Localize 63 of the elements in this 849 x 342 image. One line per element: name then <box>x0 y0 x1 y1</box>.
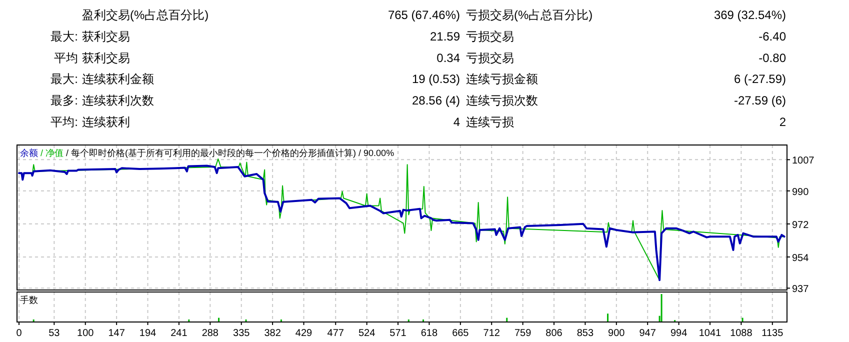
x-tick-label: 900 <box>608 328 626 339</box>
text: 0.34 <box>436 50 460 65</box>
text: 21.59 <box>430 29 460 44</box>
text: 6 (-27.59) <box>734 72 786 86</box>
text: -27.59 (6) <box>734 94 786 108</box>
x-tick-label: 1088 <box>730 328 753 339</box>
x-tick-label: 947 <box>639 328 656 339</box>
x-tick-label: 806 <box>546 328 563 339</box>
text: 4 <box>453 115 460 129</box>
x-tick-label: 335 <box>233 328 250 339</box>
text: 连续获利金额 <box>82 72 154 86</box>
x-tick-label: 382 <box>264 328 282 339</box>
x-tick-label: 994 <box>670 328 688 339</box>
x-tick-label: 571 <box>390 328 407 339</box>
series-label: / 净值 <box>40 148 64 158</box>
y-tick-label: 954 <box>792 252 810 264</box>
y-tick-label: 990 <box>792 186 810 198</box>
y-tick-label: 1007 <box>792 156 815 167</box>
x-tick-label: 712 <box>483 328 500 339</box>
x-tick-label: 147 <box>108 328 126 339</box>
text: 28.56 (4) <box>412 94 460 108</box>
x-tick-label: 429 <box>295 328 313 339</box>
text: 连续亏损次数 <box>466 94 538 108</box>
text: 连续获利 <box>82 115 130 129</box>
text: 最大: <box>50 29 78 44</box>
x-tick-label: 0 <box>16 328 22 339</box>
text: 369 (32.54%) <box>714 8 786 22</box>
text: -6.40 <box>758 29 786 44</box>
text: 连续亏损 <box>466 115 514 129</box>
chart-title: 手数 <box>20 295 38 305</box>
text: 亏损交易 <box>466 29 514 44</box>
text: 最多: <box>50 94 78 108</box>
text: 亏损交易 <box>466 50 514 65</box>
x-tick-label: 194 <box>139 328 157 339</box>
x-tick-label: 53 <box>48 328 60 339</box>
text: 平均 <box>54 50 78 65</box>
text: 连续亏损金额 <box>466 72 538 86</box>
x-tick-label: 100 <box>77 328 94 339</box>
text: 最大: <box>50 72 78 86</box>
x-tick-label: 477 <box>327 328 344 339</box>
text: 连续获利次数 <box>82 94 154 108</box>
x-tick-label: 241 <box>170 328 188 339</box>
x-tick-label: 618 <box>420 328 438 339</box>
x-tick-label: 665 <box>452 328 470 339</box>
text: 获利交易 <box>82 29 130 44</box>
x-tick-label: 853 <box>576 328 594 339</box>
y-tick-label: 972 <box>792 220 810 231</box>
text: 765 (67.46%) <box>388 8 460 22</box>
text: 19 (0.53) <box>412 72 460 86</box>
text: 平均: <box>50 115 78 129</box>
text: 获利交易 <box>82 50 130 65</box>
text: 盈利交易(%占总百分比) <box>82 8 209 22</box>
y-tick-label: 937 <box>792 284 810 296</box>
text: 2 <box>779 115 786 129</box>
x-tick-label: 1135 <box>762 328 784 339</box>
text: -0.80 <box>758 50 786 65</box>
x-tick-label: 759 <box>514 328 532 339</box>
x-tick-label: 1041 <box>698 328 722 339</box>
x-tick-label: 524 <box>358 328 376 339</box>
series-label: 余额 <box>20 148 38 158</box>
x-tick-label: 288 <box>202 328 219 339</box>
chart-title: / 每个即时价格(基于所有可利用的最小时段的每一个价格的分形插值计算) / 90.00% <box>66 148 394 158</box>
text: 亏损交易(%占总百分比) <box>466 8 593 22</box>
